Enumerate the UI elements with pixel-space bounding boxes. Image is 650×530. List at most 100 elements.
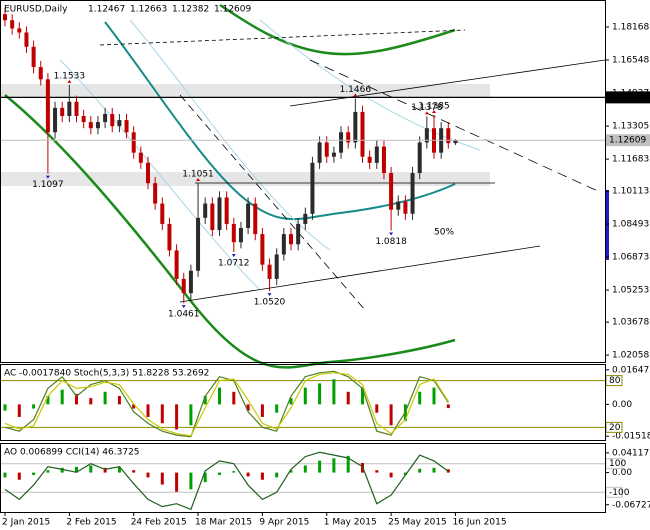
histogram-bar bbox=[389, 404, 393, 426]
candle-body bbox=[374, 146, 379, 163]
candle-body bbox=[281, 234, 286, 255]
price-annotation: 1.1051 bbox=[182, 169, 214, 179]
price-annotation: 1.1533 bbox=[54, 71, 86, 81]
panel-header: AC -0.0017840 Stoch(5,3,3) 51.8228 53.26… bbox=[4, 369, 209, 379]
envelope-curve bbox=[219, 3, 456, 56]
histogram-bar bbox=[275, 472, 279, 478]
channel-label: 50% bbox=[434, 228, 454, 238]
y-tick-label: 1.10113 bbox=[612, 187, 649, 197]
price-annotation: 1.1385 bbox=[418, 101, 450, 111]
y-tick-label: 0.00 bbox=[612, 468, 632, 478]
candle-body bbox=[367, 156, 372, 163]
candle-body bbox=[110, 113, 115, 127]
candle-body bbox=[246, 203, 251, 228]
channel-line bbox=[179, 245, 541, 303]
x-tick-label: 18 Mar 2015 bbox=[195, 518, 252, 528]
histogram-bar bbox=[117, 395, 121, 405]
histogram-bar bbox=[175, 404, 179, 430]
oscillator-line bbox=[4, 372, 449, 437]
histogram-bar bbox=[303, 465, 307, 473]
fractal-arrow bbox=[267, 293, 272, 297]
candle-body bbox=[3, 14, 7, 21]
price-box-label: 1.14714 bbox=[609, 93, 646, 103]
candle-body bbox=[410, 173, 415, 214]
candle-body bbox=[331, 152, 336, 157]
price-annotation: 1.1097 bbox=[32, 180, 64, 190]
histogram-bar bbox=[246, 472, 250, 477]
histogram-bar bbox=[418, 468, 422, 473]
candle-body bbox=[53, 107, 58, 133]
candle-body bbox=[324, 142, 329, 157]
histogram-bar bbox=[432, 387, 436, 405]
candle-body bbox=[231, 223, 236, 243]
header-close: 1.12609 bbox=[214, 5, 251, 15]
histogram-bar bbox=[60, 389, 64, 405]
histogram-bar bbox=[160, 472, 164, 485]
histogram-bar bbox=[189, 404, 193, 426]
histogram-bar bbox=[432, 467, 436, 473]
candle-body bbox=[74, 101, 79, 116]
candle-body bbox=[196, 217, 201, 271]
candle-body bbox=[260, 234, 265, 265]
candle-body bbox=[267, 264, 272, 279]
histogram-bar bbox=[346, 455, 350, 473]
histogram-bar bbox=[32, 472, 36, 475]
candle-body bbox=[88, 122, 93, 129]
candle-body bbox=[453, 140, 458, 144]
y-tick-label: 1.03678 bbox=[612, 318, 649, 328]
candle-body bbox=[131, 132, 136, 153]
histogram-bar bbox=[132, 404, 136, 409]
price-annotation: 1.0520 bbox=[254, 298, 286, 308]
histogram-bar bbox=[3, 472, 7, 478]
candle-body bbox=[403, 201, 408, 214]
candle-body bbox=[310, 162, 315, 214]
y-tick-label: 0.041172 bbox=[612, 448, 650, 458]
y-tick-label: 0.00 bbox=[612, 400, 632, 410]
candle-body bbox=[188, 270, 193, 294]
trend-line bbox=[99, 29, 466, 46]
x-tick-label: 9 Apr 2015 bbox=[259, 518, 309, 528]
last-price-label: 1.12609 bbox=[609, 136, 646, 146]
histogram-bar bbox=[361, 387, 364, 405]
header-open: 1.12467 bbox=[88, 5, 125, 15]
histogram-bar bbox=[332, 379, 336, 405]
histogram-bar bbox=[3, 404, 7, 411]
histogram-bar bbox=[318, 383, 322, 405]
price-annotation: 1.1378 bbox=[411, 103, 443, 113]
y2-tick-label: 100 bbox=[609, 459, 626, 469]
candle-body bbox=[289, 234, 293, 245]
candle-body bbox=[17, 28, 22, 33]
y-tick-label: 1.02058 bbox=[612, 351, 649, 361]
fractal-arrow bbox=[67, 79, 72, 83]
histogram-bar bbox=[146, 404, 150, 417]
histogram-bar bbox=[17, 404, 21, 417]
fan-curve bbox=[129, 19, 331, 251]
fan-curve bbox=[59, 59, 261, 291]
histogram-bar bbox=[89, 465, 93, 473]
fractal-arrow bbox=[231, 254, 236, 258]
candle-body bbox=[167, 223, 172, 251]
price-box bbox=[606, 91, 650, 104]
candle-body bbox=[67, 101, 72, 116]
y-tick-label: 1.18168 bbox=[612, 23, 649, 33]
candle-body bbox=[360, 111, 365, 157]
histogram-bar bbox=[303, 387, 307, 405]
histogram-bar bbox=[103, 467, 107, 473]
candle-body bbox=[117, 120, 122, 127]
y-tick-label: 0.016473 bbox=[612, 365, 650, 375]
histogram-bar bbox=[403, 472, 407, 475]
candle-body bbox=[124, 120, 129, 133]
header-high: 1.12663 bbox=[130, 5, 167, 15]
y2-tick-label: 80 bbox=[609, 376, 621, 386]
histogram-bar bbox=[46, 470, 50, 473]
y-tick-label: 1.08493 bbox=[612, 220, 649, 230]
histogram-bar bbox=[275, 404, 279, 413]
histogram-bar bbox=[75, 466, 78, 473]
histogram-bar bbox=[389, 472, 393, 478]
candle-body bbox=[181, 278, 186, 294]
histogram-bar bbox=[218, 387, 221, 405]
candle-body bbox=[353, 111, 358, 143]
candle-body bbox=[381, 146, 386, 174]
candle-body bbox=[10, 20, 15, 29]
